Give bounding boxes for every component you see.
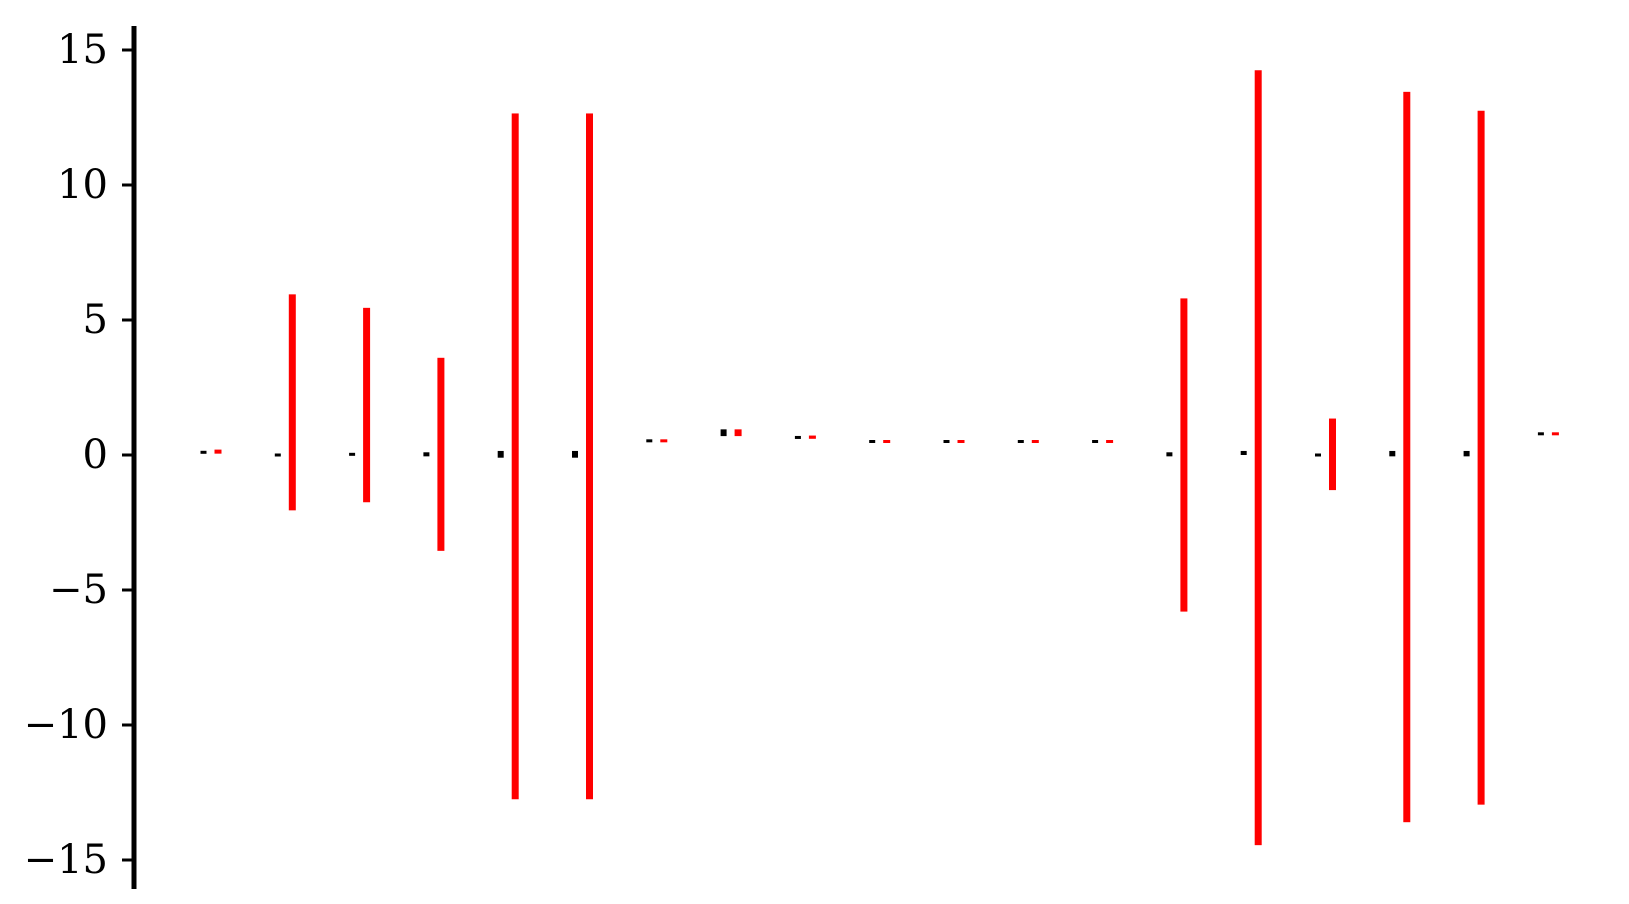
red-interval-4	[437, 357, 445, 551]
black-interval-11	[943, 440, 950, 443]
black-interval-2	[274, 453, 281, 457]
black-interval-4	[423, 452, 430, 457]
red-interval-14	[1180, 298, 1188, 612]
black-interval-19	[1537, 432, 1544, 436]
black-interval-12	[1017, 440, 1024, 443]
y-tick-label: −5	[49, 567, 108, 613]
black-interval-8	[720, 429, 727, 437]
black-interval-15	[1240, 450, 1247, 455]
red-interval-17	[1403, 91, 1411, 823]
red-interval-6	[586, 113, 593, 800]
red-interval-3	[363, 307, 371, 503]
black-interval-16	[1315, 453, 1321, 457]
chart-marks	[200, 70, 1559, 846]
black-interval-3	[349, 452, 356, 456]
y-tick-label: 0	[83, 432, 108, 478]
black-interval-18	[1463, 450, 1470, 457]
black-interval-14	[1166, 452, 1173, 457]
black-interval-17	[1389, 450, 1396, 457]
y-tick-label: 10	[57, 162, 108, 208]
black-interval-10	[869, 440, 876, 443]
red-interval-9	[808, 435, 816, 439]
red-interval-11	[957, 440, 965, 443]
red-interval-5	[511, 113, 519, 800]
black-interval-1	[200, 450, 207, 454]
y-tick-label: 15	[57, 27, 108, 73]
red-interval-16	[1329, 418, 1336, 491]
red-interval-8	[734, 429, 742, 437]
black-interval-5	[497, 450, 504, 458]
red-interval-15	[1254, 70, 1262, 846]
y-axis: 15 10 5 0 −5 −10 −15	[24, 26, 137, 889]
red-interval-13	[1106, 440, 1114, 443]
red-interval-18	[1477, 110, 1485, 805]
red-interval-12	[1031, 440, 1039, 443]
red-interval-7	[660, 439, 668, 443]
red-interval-1	[214, 449, 222, 454]
black-interval-7	[646, 439, 653, 443]
y-tick-label: −15	[24, 837, 108, 883]
red-interval-10	[883, 440, 891, 443]
y-tick-label: −10	[24, 702, 108, 748]
y-tick-label: 5	[83, 297, 108, 343]
red-interval-2	[288, 294, 296, 511]
black-interval-6	[572, 450, 578, 458]
black-interval-9	[794, 435, 801, 439]
red-interval-19	[1551, 432, 1559, 436]
black-interval-13	[1092, 440, 1099, 443]
